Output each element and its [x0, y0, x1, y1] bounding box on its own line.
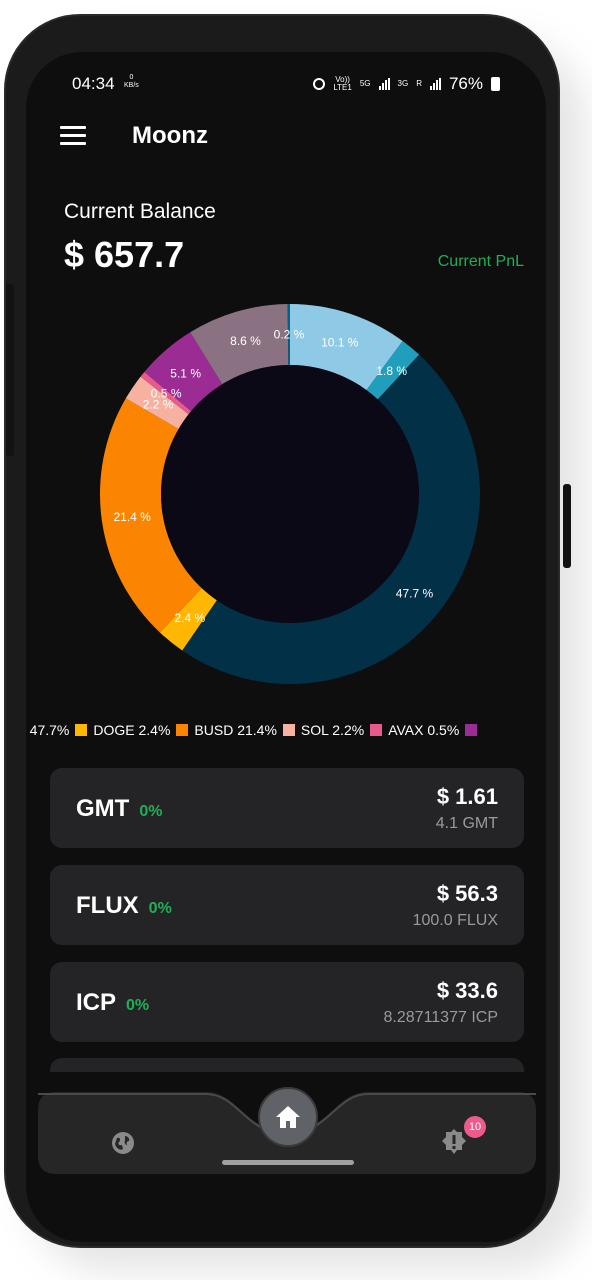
donut-slice-label: 8.6 %	[230, 334, 261, 348]
donut-slice-label: 0.5 %	[151, 386, 182, 400]
legend-swatch	[370, 724, 382, 736]
net-speed-value: 0	[124, 74, 139, 82]
legend-item: SOL 2.2%	[301, 722, 382, 738]
status-bar: 04:34 0 KB/s Vo)) LTE1 5G 3G R 76%	[26, 52, 546, 116]
legend-swatch	[283, 724, 295, 736]
signal-icon-2	[430, 78, 441, 90]
coin-symbol: FLUX	[76, 892, 139, 920]
balance-label: Current Balance	[64, 200, 216, 224]
donut-hole	[161, 365, 419, 623]
coin-usd-value: $ 56.3	[437, 881, 498, 907]
coin-card-icp[interactable]: ICP 0% $ 33.6 8.28711377 ICP	[50, 962, 524, 1042]
home-indicator	[222, 1160, 354, 1165]
home-icon	[274, 1104, 302, 1130]
legend-swatch	[75, 724, 87, 736]
legend-label: SOL 2.2%	[301, 722, 364, 738]
menu-icon[interactable]	[60, 126, 86, 146]
allocation-donut-chart: 10.1 %1.8 %47.7 %2.4 %21.4 %2.2 %0.5 %5.…	[80, 284, 500, 704]
battery-percent: 76%	[449, 74, 483, 94]
net-5g-label: 5G	[360, 80, 371, 88]
coin-quantity: 100.0 FLUX	[413, 912, 498, 930]
lte-label: LTE1	[333, 84, 352, 92]
legend-item: AVAX 0.5%	[388, 722, 477, 738]
net-3g-label: 3G	[398, 80, 409, 88]
coin-change: 0%	[149, 900, 172, 918]
chart-legend: 3 47.7% DOGE 2.4% BUSD 21.4% SOL 2.2% AVAX 0…	[26, 718, 546, 742]
power-button	[563, 484, 571, 568]
legend-item: BUSD 21.4%	[194, 722, 294, 738]
coin-change: 0%	[126, 997, 149, 1015]
alerts-icon[interactable]	[440, 1128, 468, 1161]
legend-item: 3 47.7%	[26, 722, 87, 738]
alarm-icon	[313, 78, 325, 90]
legend-label: AVAX 0.5%	[388, 722, 459, 738]
coin-card-gmt[interactable]: GMT 0% $ 1.61 4.1 GMT	[50, 768, 524, 848]
legend-item: DOGE 2.4%	[93, 722, 188, 738]
coin-usd-value: $ 1.61	[437, 784, 498, 810]
donut-slice-label: 0.2 %	[274, 328, 305, 342]
legend-label: 3 47.7%	[26, 722, 69, 738]
status-icons: Vo)) LTE1 5G 3G R 76%	[313, 74, 500, 94]
coin-change: 0%	[139, 803, 162, 821]
pnl-toggle[interactable]: Current PnL	[438, 253, 524, 271]
volte-indicator: Vo)) LTE1	[333, 76, 352, 92]
app-bar: Moonz	[26, 116, 546, 176]
coin-quantity: 4.1 GMT	[436, 815, 498, 833]
balance-value: $ 657.7	[64, 234, 184, 276]
battery-icon	[491, 77, 500, 91]
coin-usd-value: $ 33.6	[437, 978, 498, 1004]
donut-slice-label: 1.8 %	[376, 364, 407, 378]
net-speed-unit: KB/s	[124, 82, 139, 90]
donut-slice-label: 5.1 %	[170, 366, 201, 380]
app-title: Moonz	[132, 122, 208, 150]
coin-card-partial[interactable]	[50, 1058, 524, 1072]
status-time: 04:34	[72, 74, 115, 94]
home-button[interactable]	[258, 1087, 318, 1147]
roaming-label: R	[416, 80, 422, 88]
coin-quantity: 8.28711377 ICP	[384, 1009, 498, 1027]
coin-symbol: GMT	[76, 795, 129, 823]
notification-badge: 10	[464, 1116, 486, 1138]
donut-slice-label: 2.4 %	[175, 611, 206, 625]
legend-swatch	[465, 724, 477, 736]
net-speed: 0 KB/s	[124, 74, 139, 90]
donut-slice-label: 21.4 %	[113, 510, 151, 524]
coin-symbol: ICP	[76, 989, 116, 1017]
legend-swatch	[176, 724, 188, 736]
legend-label: DOGE 2.4%	[93, 722, 170, 738]
volume-button	[6, 284, 14, 456]
coin-card-flux[interactable]: FLUX 0% $ 56.3 100.0 FLUX	[50, 865, 524, 945]
signal-icon	[379, 78, 390, 90]
app-screen: 04:34 0 KB/s Vo)) LTE1 5G 3G R 76%	[26, 52, 546, 1242]
donut-slice-label: 10.1 %	[321, 335, 359, 349]
phone-frame: 04:34 0 KB/s Vo)) LTE1 5G 3G R 76%	[4, 14, 560, 1248]
donut-slice-label: 47.7 %	[396, 587, 434, 601]
legend-label: BUSD 21.4%	[194, 722, 276, 738]
globe-icon[interactable]	[110, 1130, 136, 1161]
